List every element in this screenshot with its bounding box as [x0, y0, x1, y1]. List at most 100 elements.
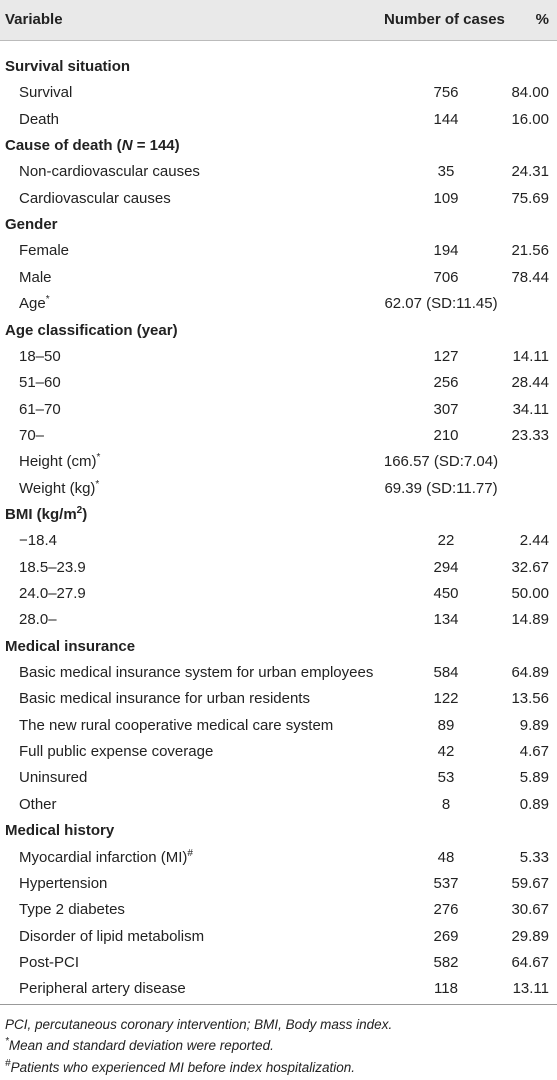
- row-label: Other: [19, 795, 57, 815]
- footnote: #Patients who experienced MI before inde…: [5, 1057, 356, 1077]
- case-count: 48: [437, 848, 455, 866]
- text-part: ): [82, 505, 88, 523]
- percent: 32.67: [511, 558, 549, 576]
- case-count: 35: [437, 163, 455, 181]
- row-label: Type 2 diabetes: [19, 900, 125, 920]
- case-count: 210: [433, 426, 459, 444]
- text-part: Gender: [5, 216, 58, 234]
- text-part: Hypertension: [19, 874, 108, 892]
- case-count: 582: [433, 953, 459, 971]
- row-label: Survival: [19, 83, 72, 103]
- text-part: Patients who experienced MI before index…: [10, 1059, 356, 1075]
- section-title: Age classification (year): [5, 321, 178, 341]
- text-part: Medical insurance: [5, 637, 136, 655]
- case-count: 294: [433, 558, 459, 576]
- text-part: Full public expense coverage: [19, 743, 214, 761]
- percent: 4.67: [519, 743, 549, 761]
- case-count: 134: [433, 611, 459, 629]
- text-part: 51–60: [19, 374, 61, 392]
- percent: 64.89: [511, 664, 549, 682]
- section-title: Gender: [5, 215, 58, 235]
- header-percent: %: [535, 11, 549, 28]
- text-part: Disorder of lipid metabolism: [19, 927, 205, 945]
- case-count: 53: [437, 769, 455, 787]
- text-part: Female: [19, 242, 70, 260]
- percent: 50.00: [511, 585, 549, 602]
- text-part: Age classification (year): [5, 321, 178, 339]
- case-count: 256: [433, 374, 459, 392]
- text-part: Other: [19, 795, 57, 813]
- text-part: Non-cardiovascular causes: [19, 163, 200, 181]
- text-part: Height (cm): [19, 453, 97, 471]
- section-title: Cause of death (N = 144): [5, 136, 180, 156]
- row-label: The new rural cooperative medical care s…: [19, 716, 333, 736]
- case-count: 89: [437, 716, 455, 734]
- row-label: Peripheral artery disease: [19, 979, 186, 999]
- case-count: 269: [433, 927, 459, 945]
- text-part: 28.0–: [19, 611, 57, 629]
- section-title: Medical insurance: [5, 637, 135, 657]
- text-part: Basic medical insurance for urban reside…: [19, 690, 310, 708]
- row-label: 61–70: [19, 400, 61, 420]
- text-part: #: [5, 1057, 11, 1069]
- case-count: 22: [437, 532, 455, 550]
- case-count: 706: [433, 268, 459, 286]
- percent: 28.44: [511, 374, 549, 392]
- text-part: *: [5, 1036, 9, 1048]
- text-part: 18–50: [19, 347, 61, 365]
- percent: 21.56: [511, 242, 549, 260]
- case-count: 276: [433, 901, 459, 919]
- text-part: PCI, percutaneous coronary intervention;…: [5, 1016, 393, 1032]
- header-cases: Number of cases: [384, 11, 505, 28]
- case-count: 42: [437, 743, 455, 761]
- text-part: Weight (kg): [19, 479, 96, 497]
- text-part: 61–70: [19, 400, 61, 418]
- bottom-rule: [0, 1003, 557, 1005]
- text-part: −18.4: [19, 532, 57, 550]
- case-count: 307: [433, 400, 459, 418]
- text-part: Basic medical insurance system for urban…: [19, 664, 374, 682]
- percent: 34.11: [512, 400, 549, 418]
- row-label: Female: [19, 241, 69, 261]
- row-label: Full public expense coverage: [19, 742, 213, 762]
- case-count: 118: [434, 980, 458, 998]
- merged-value: 69.39 (SD:11.77): [384, 479, 498, 497]
- percent: 13.56: [511, 690, 549, 708]
- case-count: 537: [433, 874, 459, 892]
- row-label: Cardiovascular causes: [19, 189, 171, 209]
- text-part: Medical history: [5, 822, 115, 840]
- row-label: Weight (kg)*: [19, 479, 99, 499]
- case-count: 450: [433, 585, 459, 602]
- text-part: *: [96, 452, 101, 464]
- case-count: 584: [433, 664, 459, 682]
- percent: 5.89: [519, 769, 549, 787]
- text-part: Cardiovascular causes: [19, 189, 171, 207]
- percent: 84.00: [511, 84, 549, 102]
- case-count: 122: [433, 690, 459, 708]
- percent: 14.11: [512, 347, 549, 365]
- merged-value: 62.07 (SD:11.45): [384, 295, 498, 313]
- text-part: Survival: [19, 84, 73, 102]
- row-label: Disorder of lipid metabolism: [19, 927, 204, 947]
- row-label: Basic medical insurance for urban reside…: [19, 689, 310, 709]
- case-count: 194: [433, 242, 459, 260]
- header-variable: Variable: [5, 11, 63, 28]
- text-part: Death: [19, 110, 60, 128]
- percent: 29.89: [511, 927, 549, 945]
- footnote: PCI, percutaneous coronary intervention;…: [5, 1016, 392, 1034]
- percent: 9.89: [519, 716, 549, 734]
- percent: 75.69: [511, 189, 549, 207]
- text-part: N: [121, 137, 133, 155]
- text-part: Age: [19, 295, 46, 313]
- text-part: Myocardial infarction (MI): [19, 848, 188, 866]
- percent: 78.44: [511, 268, 549, 286]
- case-count: 8: [441, 795, 451, 813]
- text-part: #: [187, 847, 193, 859]
- text-part: Mean and standard deviation were reporte…: [8, 1038, 274, 1054]
- row-label: Age*: [19, 294, 50, 314]
- row-label: 70–: [19, 426, 44, 446]
- text-part: Peripheral artery disease: [19, 980, 186, 998]
- row-label: 51–60: [19, 373, 61, 393]
- text-part: Type 2 diabetes: [19, 901, 125, 919]
- percent: 0.89: [519, 795, 549, 813]
